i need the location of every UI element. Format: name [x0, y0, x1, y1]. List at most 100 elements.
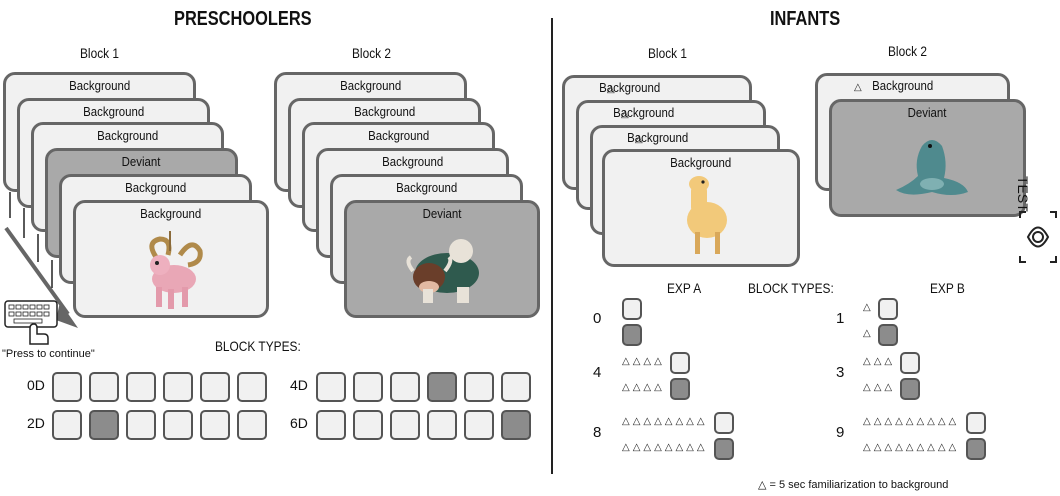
card-label: Background	[599, 80, 661, 95]
card-label: Background	[872, 78, 934, 93]
card-label: Background	[339, 78, 402, 93]
block-type-label: 1	[836, 310, 845, 327]
triangle-icon: △△△△△△△△△	[863, 416, 960, 427]
card-label: Background	[381, 154, 444, 169]
block-type-label: 6D	[290, 415, 308, 431]
card-label: Background	[140, 206, 202, 221]
background-square	[390, 372, 420, 402]
background-square	[501, 372, 531, 402]
background-square	[200, 372, 230, 402]
card-background-front: Background	[73, 200, 269, 318]
infant-block-types-label: BLOCK TYPES:	[748, 280, 834, 296]
card-label: Background	[670, 155, 732, 170]
infant-block1-label: Block 1	[648, 45, 688, 61]
card-label: Background	[395, 180, 458, 195]
card-label: Background	[627, 130, 689, 145]
card-label: Background	[353, 104, 416, 119]
triangle-icon: △△△	[863, 356, 896, 367]
background-square	[714, 412, 734, 434]
card-label: Background	[613, 105, 675, 120]
preschool-block-types-label: BLOCK TYPES:	[215, 338, 301, 354]
triangle-icon: △	[635, 134, 646, 145]
block-type-label: 0	[593, 310, 602, 327]
background-square	[353, 410, 383, 440]
llama-image	[687, 176, 727, 254]
deviant-square	[900, 378, 920, 400]
exp-a-label: EXP A	[667, 280, 702, 296]
seal-image	[896, 140, 968, 195]
background-square	[353, 372, 383, 402]
block-type-label: 3	[836, 364, 845, 381]
triangle-icon: △△△△	[622, 382, 665, 393]
deviant-square	[427, 372, 457, 402]
card-label: Background	[96, 128, 159, 143]
triangle-icon: △△△△△△△△△	[863, 442, 960, 453]
deviant-square	[966, 438, 986, 460]
card-deviant-front: Deviant	[829, 99, 1026, 217]
block-type-label: 8	[593, 424, 602, 441]
background-square	[126, 372, 156, 402]
deviant-square	[714, 438, 734, 460]
background-square	[163, 410, 193, 440]
deviant-square	[501, 410, 531, 440]
card-label: Background	[367, 128, 430, 143]
background-square	[390, 410, 420, 440]
legend: △ = 5 sec familiarization to background	[758, 478, 948, 491]
background-square	[966, 412, 986, 434]
deviant-square	[878, 324, 898, 346]
deviant-square	[670, 378, 690, 400]
background-square	[237, 410, 267, 440]
background-square	[163, 372, 193, 402]
background-square	[316, 372, 346, 402]
triangle-icon: △	[621, 109, 632, 120]
triangle-icon: △△△△△△△△	[622, 416, 708, 427]
press-to-continue-label: "Press to continue"	[2, 348, 95, 360]
background-square	[52, 410, 82, 440]
legend-triangle-icon: △	[758, 479, 767, 491]
time-arrow	[4, 192, 78, 328]
background-square	[52, 372, 82, 402]
block-type-label: 4	[593, 364, 602, 381]
card-label: Background	[124, 180, 187, 195]
card-label: Deviant	[908, 105, 947, 120]
preschoolers-title: PRESCHOOLERS	[174, 8, 312, 30]
background-square	[464, 372, 494, 402]
infants-title: INFANTS	[770, 8, 841, 30]
yak-creature-image	[406, 239, 479, 303]
background-square	[900, 352, 920, 374]
triangle-icon: △△△△△△△△	[622, 442, 708, 453]
triangle-icon: △	[854, 82, 865, 93]
block-type-label: 0D	[27, 377, 45, 393]
exp-b-label: EXP B	[930, 280, 965, 296]
preschool-block2-label: Block 2	[352, 45, 392, 61]
background-square	[237, 372, 267, 402]
block-type-label: 2D	[27, 415, 45, 431]
card-label: Deviant	[122, 154, 161, 169]
legend-text: = 5 sec familiarization to background	[769, 479, 949, 491]
background-square	[126, 410, 156, 440]
eye-tracker-icon	[1019, 211, 1057, 263]
deviant-square	[622, 324, 642, 346]
background-square	[464, 410, 494, 440]
background-square	[670, 352, 690, 374]
keyboard-press-icon	[4, 300, 58, 345]
card-label: Deviant	[422, 206, 462, 221]
section-divider	[551, 18, 553, 474]
triangle-icon: △	[863, 302, 874, 313]
ram-creature-image	[149, 231, 203, 309]
background-square	[622, 298, 642, 320]
triangle-icon: △△△△	[622, 356, 665, 367]
background-square	[200, 410, 230, 440]
background-square	[878, 298, 898, 320]
block-type-label: 4D	[290, 377, 308, 393]
deviant-square	[89, 410, 119, 440]
block-type-label: 9	[836, 424, 845, 441]
preschool-block1-label: Block 1	[80, 45, 120, 61]
background-square	[89, 372, 119, 402]
test-label: TEST	[1015, 176, 1031, 212]
card-deviant-front: Deviant	[344, 200, 540, 318]
card-background-front: Background	[602, 149, 800, 267]
card-label: Background	[68, 78, 131, 93]
triangle-icon: △	[863, 328, 874, 339]
triangle-icon: △	[607, 84, 618, 95]
